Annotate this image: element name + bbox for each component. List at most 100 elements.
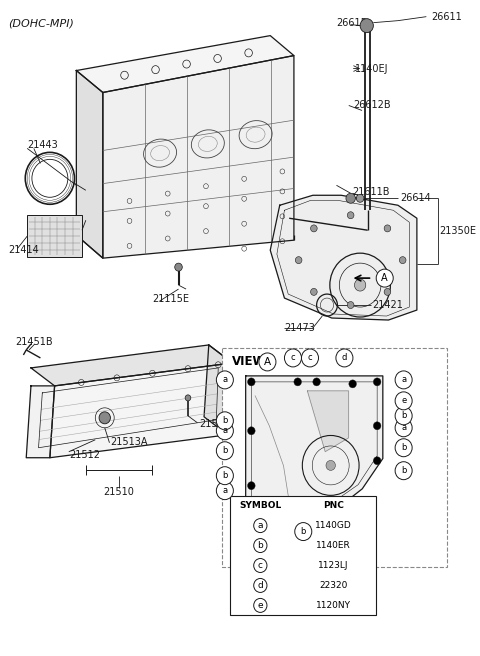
Polygon shape [103,56,294,258]
Polygon shape [76,71,103,258]
Circle shape [295,523,312,541]
Circle shape [341,504,348,512]
Text: 26615: 26615 [336,18,367,28]
Text: 21473: 21473 [285,323,315,333]
Circle shape [354,279,366,291]
Circle shape [395,439,412,457]
Circle shape [399,256,406,264]
Text: 21513A: 21513A [110,437,148,447]
Text: c: c [258,561,263,570]
Circle shape [254,579,267,592]
Circle shape [346,194,355,203]
Circle shape [216,482,233,500]
Circle shape [395,419,412,437]
Circle shape [248,427,255,435]
Circle shape [216,371,233,389]
Circle shape [395,371,412,389]
Text: 26612B: 26612B [353,100,391,110]
Circle shape [295,256,302,264]
Text: 1140GD: 1140GD [315,521,352,530]
Circle shape [395,407,412,425]
Text: b: b [222,417,228,425]
Polygon shape [246,376,383,514]
Text: 21414: 21414 [8,245,39,255]
Bar [222,348,447,567]
Text: 21512: 21512 [69,450,100,460]
Polygon shape [204,345,232,435]
Text: b: b [300,527,306,536]
Circle shape [356,194,364,202]
Text: 26611: 26611 [431,12,462,22]
Circle shape [326,461,336,470]
Circle shape [254,539,267,552]
Text: 21451B: 21451B [15,337,52,347]
Polygon shape [31,345,232,386]
Text: d: d [342,354,347,362]
Text: 21115E: 21115E [152,294,189,304]
Text: 21443: 21443 [27,140,58,150]
Text: a: a [401,375,406,384]
Polygon shape [270,195,417,320]
Circle shape [248,482,255,489]
Text: c: c [308,354,312,362]
Circle shape [373,422,381,430]
Circle shape [216,441,233,460]
Text: d: d [257,581,263,590]
Text: 21421: 21421 [372,300,403,310]
Text: b: b [222,446,228,455]
Circle shape [336,349,353,367]
Text: SYMBOL: SYMBOL [239,501,281,510]
Text: b: b [401,443,406,452]
Text: c: c [291,354,295,362]
Circle shape [313,378,320,386]
Text: b: b [257,541,263,550]
Circle shape [395,462,412,480]
Text: a: a [222,486,228,495]
Circle shape [294,378,301,386]
Text: 21510: 21510 [103,487,134,497]
Polygon shape [307,391,348,451]
Text: A: A [382,273,388,283]
Text: 26614: 26614 [400,194,431,203]
Circle shape [285,349,301,367]
Bar [27,215,82,257]
Circle shape [254,598,267,613]
Circle shape [348,212,354,218]
Circle shape [248,378,255,386]
Polygon shape [76,35,294,92]
Circle shape [373,457,381,464]
Circle shape [360,18,373,33]
Text: a: a [258,521,263,530]
Circle shape [216,412,233,430]
Text: 22320: 22320 [320,581,348,590]
Circle shape [216,422,233,440]
Circle shape [373,378,381,386]
Circle shape [301,349,319,367]
Circle shape [175,263,182,271]
Circle shape [384,225,391,232]
Text: PNC: PNC [323,501,344,510]
Circle shape [348,302,354,308]
Circle shape [254,519,267,533]
Circle shape [395,392,412,410]
Text: b: b [401,411,406,420]
Circle shape [311,289,317,295]
Text: 21350E: 21350E [440,226,477,236]
Text: 1140EJ: 1140EJ [355,64,389,73]
Text: 21611B: 21611B [352,187,390,197]
Text: a: a [222,375,228,384]
Text: (DOHC-MPI): (DOHC-MPI) [8,18,74,29]
Text: a: a [401,423,406,432]
Circle shape [185,395,191,401]
Circle shape [311,225,317,232]
Polygon shape [26,386,55,458]
Text: e: e [257,601,263,610]
Circle shape [99,412,110,424]
Text: A: A [264,357,271,367]
Polygon shape [50,363,232,458]
Text: VIEW: VIEW [231,356,266,369]
Text: 1140ER: 1140ER [316,541,351,550]
Text: b: b [222,471,228,480]
Text: e: e [401,396,406,405]
Circle shape [259,353,276,371]
